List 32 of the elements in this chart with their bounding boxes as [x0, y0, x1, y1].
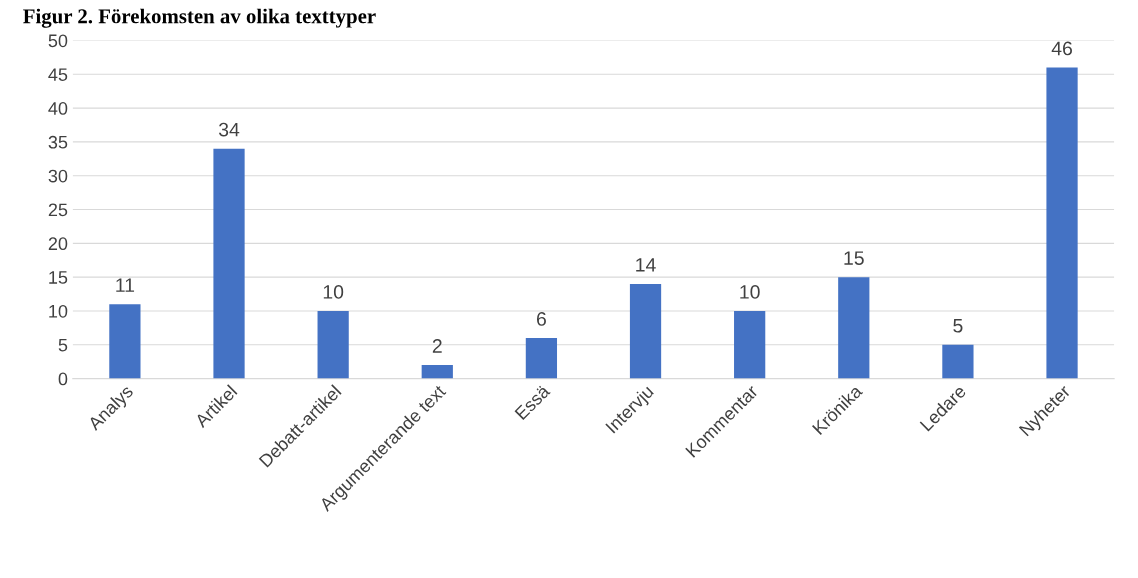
bar — [317, 310, 349, 379]
data-label: 14 — [636, 258, 656, 272]
y-tick-label: 10 — [49, 304, 68, 318]
bar — [525, 338, 558, 379]
data-label: 11 — [116, 278, 135, 292]
bar — [942, 344, 974, 379]
data-label: 10 — [740, 285, 760, 299]
data-label: 15 — [844, 251, 864, 265]
bar — [109, 304, 141, 379]
bar — [838, 277, 870, 379]
data-label: 6 — [536, 312, 546, 326]
y-tick-label: 50 — [48, 34, 68, 48]
data-label: 10 — [323, 285, 344, 299]
bar — [421, 365, 453, 379]
y-tick-label: 45 — [48, 68, 68, 81]
y-tick-label: 30 — [48, 169, 68, 183]
data-label: 2 — [432, 339, 442, 353]
bar — [734, 310, 766, 379]
y-tick-label: 40 — [48, 102, 68, 115]
y-tick-label: 5 — [58, 338, 68, 352]
bar — [213, 148, 245, 379]
chart-title: Figur 2. Förekomsten av olika texttyper — [23, 8, 376, 28]
y-tick-label: 25 — [48, 203, 68, 217]
y-tick-label: 15 — [49, 271, 68, 284]
y-tick-label: 0 — [58, 372, 68, 386]
data-label: 34 — [218, 122, 240, 137]
y-tick-label: 20 — [48, 237, 68, 251]
y-tick-label: 35 — [48, 135, 68, 149]
data-label: 46 — [1051, 41, 1072, 56]
bar — [1046, 67, 1078, 379]
data-label: 5 — [953, 319, 963, 333]
bar — [629, 283, 662, 379]
